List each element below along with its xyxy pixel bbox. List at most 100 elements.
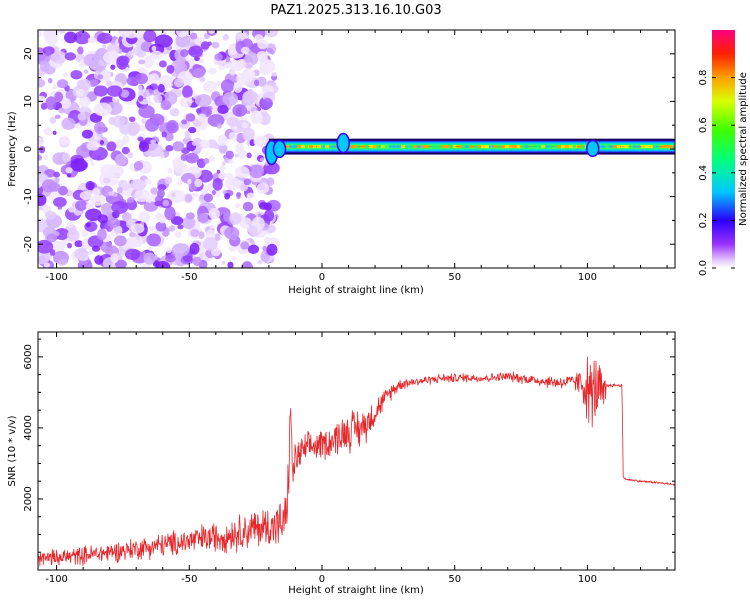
spectrogram-noise-cell <box>85 222 91 228</box>
spectrogram-noise-cell <box>138 211 151 223</box>
spectrogram-noise-cell <box>58 30 66 34</box>
spectrogram-noise-cell <box>115 259 127 268</box>
spectrogram-noise-cell <box>179 97 192 108</box>
signal-band-texture <box>388 145 396 149</box>
spectrogram-noise-cell <box>223 62 232 69</box>
spectrogram-noise-cell <box>116 55 130 66</box>
spectrogram-noise-cell <box>110 64 116 70</box>
spectrogram-noise-cell <box>112 96 118 103</box>
spectrogram-xtick-label: -50 <box>181 272 197 283</box>
spectrogram-noise-cell <box>78 96 91 108</box>
signal-band-perturbation <box>585 139 600 158</box>
spectrogram-noise-cell <box>252 245 259 251</box>
signal-band-texture <box>488 145 495 149</box>
spectrogram-noise-cell <box>74 248 89 260</box>
spectrogram-noise-cell <box>262 245 268 251</box>
signal-band-texture <box>520 145 529 149</box>
spectrogram-noise-cell <box>112 115 126 128</box>
spectrogram-ytick-label: -10 <box>23 188 34 204</box>
spectrogram-noise-cell <box>168 225 176 232</box>
spectrogram-xtick-label: -100 <box>45 272 68 283</box>
snr-y-axis: 2000 4000 6000 <box>23 338 675 571</box>
spectrogram-noise-cell <box>38 193 47 206</box>
spectrogram-noise-cell <box>127 121 141 136</box>
spectrogram-noise-cell <box>242 201 254 212</box>
spectrogram-noise-cell <box>135 73 148 85</box>
spectrogram-noise-cell <box>43 30 54 39</box>
spectrogram-noise-cell <box>90 161 95 167</box>
spectrogram-noise-cell <box>185 212 195 220</box>
spectrogram-noise-cell <box>218 143 228 154</box>
signal-band-texture <box>504 145 513 149</box>
spectrogram-noise-cell <box>164 176 173 185</box>
spectrogram-noise-cell <box>112 192 118 198</box>
spectrogram-noise-cell <box>213 59 218 65</box>
spectrogram-noise-cell <box>49 116 56 124</box>
signal-band-texture <box>436 145 445 149</box>
spectrogram-noise-cell <box>229 212 242 225</box>
signal-band-texture <box>320 145 328 149</box>
spectrogram-noise-cell <box>137 136 144 142</box>
spectrogram-noise-cell <box>177 224 184 230</box>
spectrogram-noise-cell <box>253 135 268 148</box>
spectrogram-noise-cell <box>160 99 172 111</box>
spectrogram-noise-cell <box>213 233 221 241</box>
spectrogram-noise-cell <box>38 95 46 104</box>
spectrogram-noise-cell <box>185 152 199 164</box>
signal-band-texture <box>304 145 309 149</box>
spectrogram-noise-cell <box>57 185 68 196</box>
spectrogram-noise-cell <box>271 72 277 77</box>
spectrogram-noise-cell <box>171 72 177 78</box>
spectrogram-noise-cell <box>94 121 106 135</box>
signal-band-texture <box>524 145 529 149</box>
spectrogram-noise-cell <box>242 127 255 142</box>
spectrogram-noise-cell <box>143 252 156 265</box>
signal-band-texture <box>332 145 339 149</box>
signal-band-texture <box>516 145 521 149</box>
spectrogram-noise-cell <box>218 65 226 71</box>
spectrogram-noise-cell <box>217 104 229 115</box>
spectrogram-noise-cell <box>250 110 263 124</box>
signal-band-texture <box>548 145 553 149</box>
spectrogram-noise-cell <box>126 76 138 86</box>
spectrogram-noise-cell <box>266 243 278 256</box>
spectrogram-noise-cell <box>48 194 56 201</box>
spectrogram-noise-cell <box>64 52 77 61</box>
colorbar-tick-label: 0.4 <box>698 165 709 181</box>
signal-band-texture <box>652 145 659 149</box>
signal-band-texture <box>636 145 641 149</box>
spectrogram-noise-cell <box>143 55 155 69</box>
spectrogram-noise-cell <box>263 202 272 211</box>
spectrogram-noise-cell <box>54 177 60 184</box>
spectrogram-noise-cell <box>38 137 45 146</box>
spectrogram-noise-cell <box>226 117 239 127</box>
spectrogram-noise-cell <box>81 129 93 139</box>
spectrogram-noise-cell <box>85 180 95 191</box>
spectrogram-noise-cell <box>96 74 104 80</box>
spectrogram-noise-cell <box>85 203 95 210</box>
signal-band-texture <box>352 145 358 149</box>
spectrogram-noise-cell <box>59 97 72 109</box>
spectrogram-noise-cell <box>161 131 167 138</box>
spectrogram-noise-cell <box>148 101 154 106</box>
spectrogram-noise-cell <box>143 92 147 97</box>
snr-xtick-label: -100 <box>45 574 68 585</box>
spectrogram-noise-cell <box>222 211 231 222</box>
spectrogram-noise-cell <box>53 197 67 208</box>
signal-band-perturbation <box>336 132 350 154</box>
spectrogram-noise-cell <box>208 208 220 220</box>
snr-xtick-label: 50 <box>448 574 461 585</box>
spectrogram-noise-cell <box>101 203 112 217</box>
spectrogram-noise-cell <box>75 88 85 97</box>
spectrogram-noise-cell <box>212 178 223 191</box>
spectrogram-noise-cell <box>191 140 198 146</box>
spectrogram-noise-cell <box>267 47 273 53</box>
spectrogram-noise-cell <box>199 139 210 149</box>
spectrogram-xtick-label: 100 <box>578 272 597 283</box>
spectrogram-noise-cell <box>150 50 163 60</box>
spectrogram-noise-cell <box>54 227 70 241</box>
spectrogram-noise-cell <box>189 242 200 255</box>
signal-band-texture <box>484 145 492 149</box>
signal-band-texture <box>384 145 392 149</box>
colorbar-ticks: 0.0 0.2 0.4 0.6 0.8 <box>698 70 735 276</box>
